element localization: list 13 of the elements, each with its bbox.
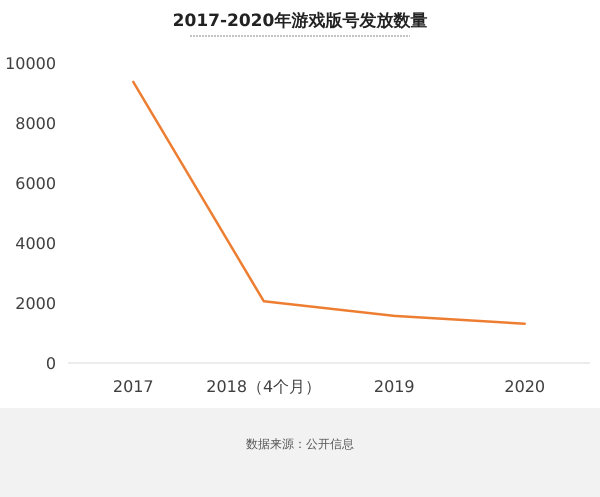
line-series (132, 80, 526, 325)
y-tick-label: 4000 (15, 234, 56, 253)
source-note: 数据来源：公开信息 (246, 437, 354, 451)
y-tick-label: 2000 (15, 294, 56, 313)
x-tick-label: 2019 (374, 377, 415, 396)
y-tick-label: 0 (46, 354, 56, 373)
x-tick-label: 2020 (504, 377, 546, 396)
y-tick-label: 6000 (15, 174, 56, 193)
y-tick-label: 10000 (5, 54, 56, 73)
x-tick-label: 2018（4个月） (206, 377, 322, 396)
x-tick-label: 2017 (112, 377, 154, 396)
y-tick-label: 8000 (15, 114, 56, 133)
chart-title: 2017-2020年游戏版号发放数量 (172, 11, 428, 31)
